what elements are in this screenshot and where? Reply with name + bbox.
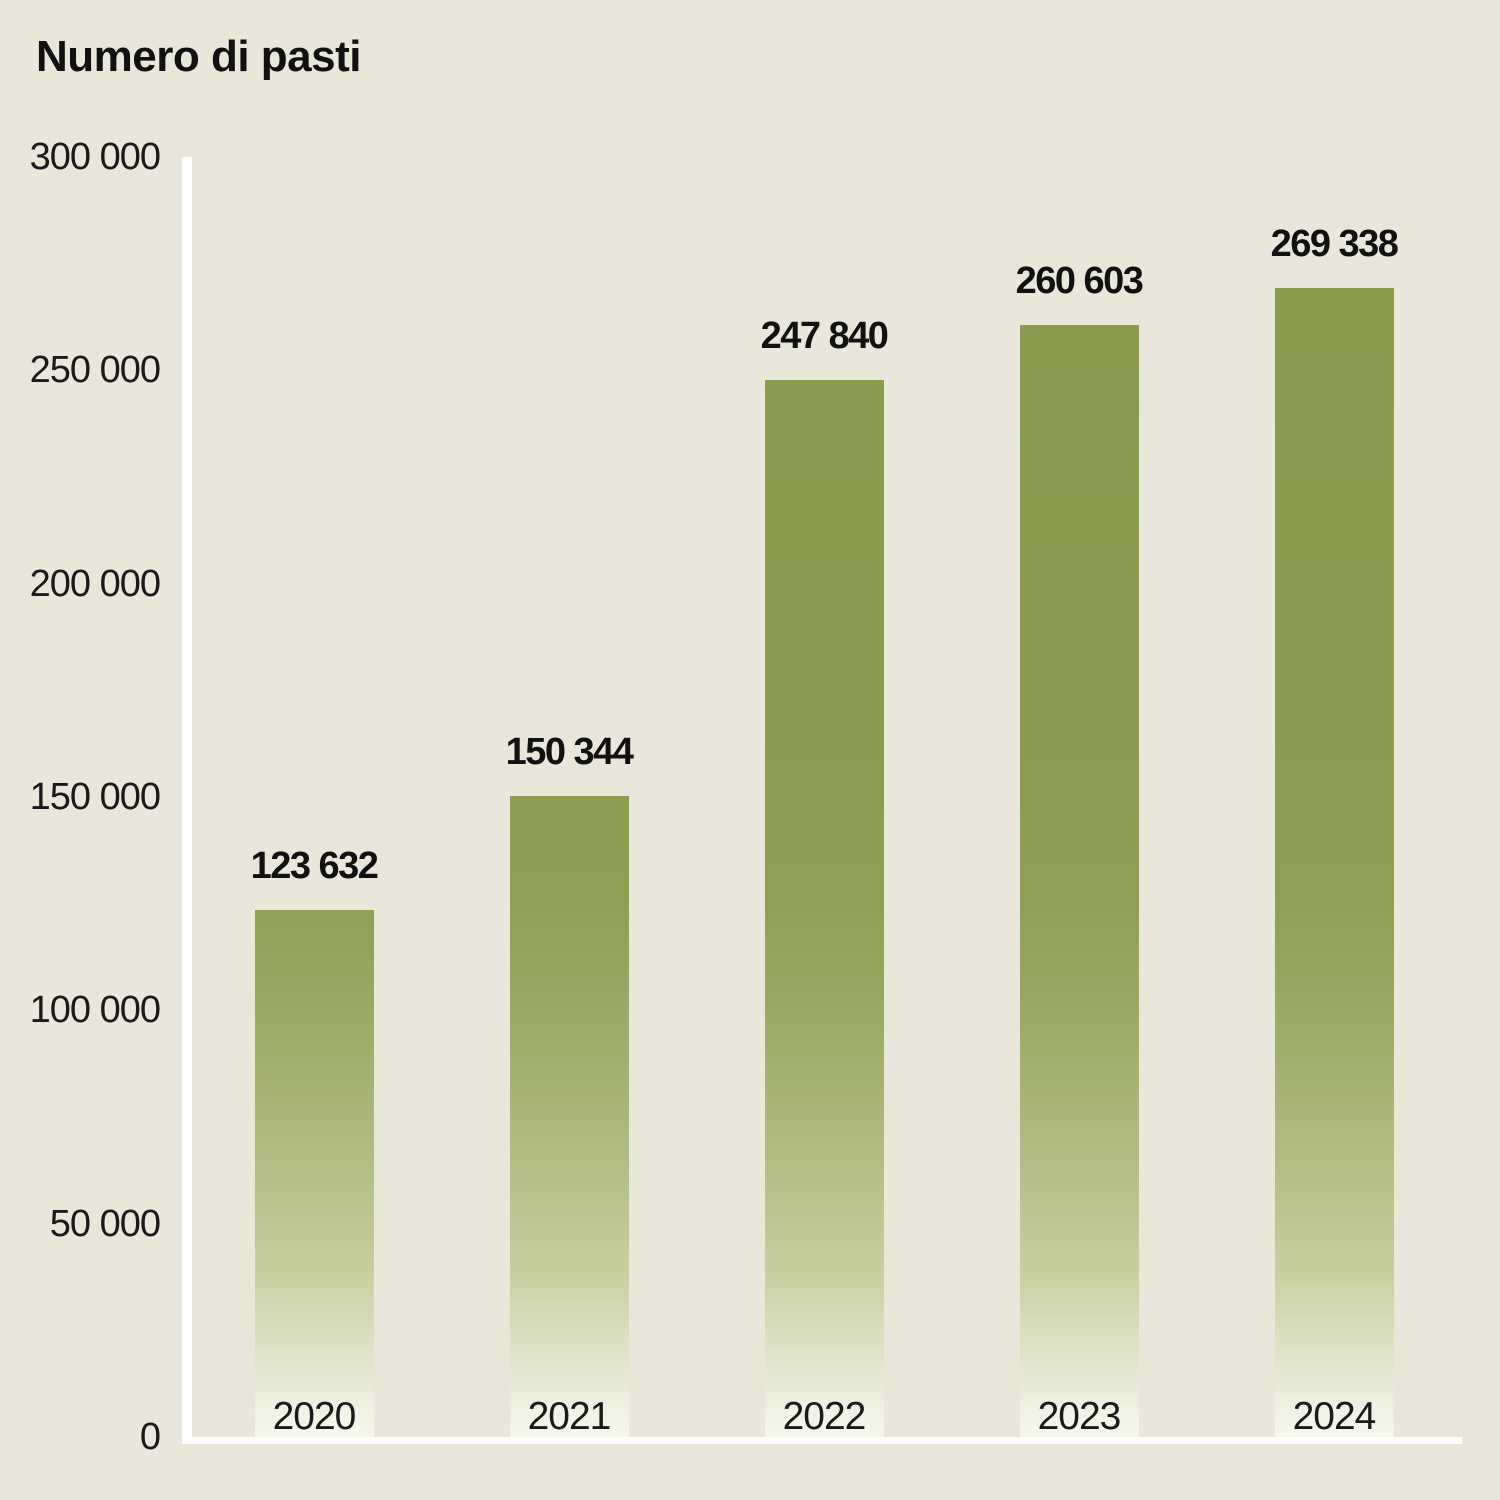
bar-2020 <box>254 909 374 1437</box>
bar-2022 <box>764 379 884 1437</box>
bar-value-label: 269 338 <box>1270 222 1399 265</box>
y-axis-tick-label: 250 000 <box>29 349 161 392</box>
y-axis-tick-label: 50 000 <box>49 1202 161 1245</box>
y-axis-tick-label: 0 <box>139 1416 161 1458</box>
y-axis-tick-label: 300 000 <box>29 136 161 178</box>
chart-title: Numero di pasti <box>36 32 362 81</box>
bar-value-label: 247 840 <box>760 314 889 357</box>
x-axis-tick-label: 2020 <box>272 1395 357 1438</box>
bar-2024 <box>1274 287 1394 1437</box>
y-axis-tick-label: 200 000 <box>29 562 161 605</box>
y-axis-line <box>182 157 192 1444</box>
bar-2023 <box>1019 325 1139 1437</box>
bar-value-label: 260 603 <box>1015 260 1144 303</box>
bar-2021 <box>509 795 629 1437</box>
bar-value-label: 150 344 <box>505 730 634 773</box>
x-axis-line <box>182 1437 1462 1444</box>
x-axis-tick-label: 2023 <box>1037 1395 1122 1438</box>
x-axis-tick-label: 2024 <box>1292 1395 1377 1438</box>
y-axis-tick-label: 100 000 <box>29 989 161 1032</box>
y-axis-tick-label: 150 000 <box>29 776 161 818</box>
x-axis-tick-label: 2022 <box>782 1395 867 1438</box>
x-axis-tick-label: 2021 <box>527 1395 612 1438</box>
bar-value-label: 123 632 <box>250 844 379 887</box>
